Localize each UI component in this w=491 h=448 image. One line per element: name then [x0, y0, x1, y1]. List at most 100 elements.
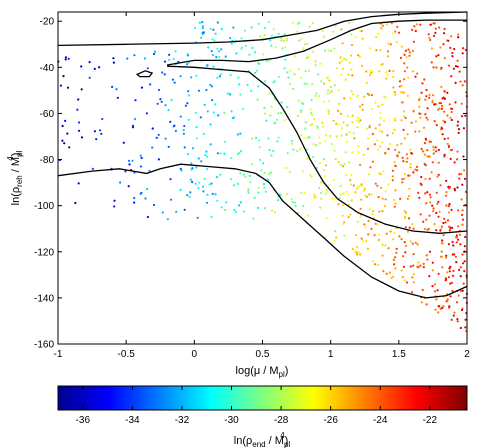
scatter-point [210, 50, 213, 53]
scatter-point [321, 29, 324, 32]
scatter-point [126, 57, 129, 60]
scatter-point [388, 143, 392, 146]
scatter-point [394, 202, 397, 205]
scatter-point [425, 116, 428, 119]
scatter-point [396, 25, 399, 28]
scatter-point [406, 197, 409, 200]
scatter-point [412, 171, 415, 174]
scatter-point [236, 133, 239, 136]
scatter-point [405, 153, 408, 156]
scatter-point [359, 207, 362, 210]
scatter-point [195, 137, 198, 140]
scatter-point [237, 76, 240, 79]
scatter-point [223, 152, 226, 155]
scatter-point [357, 54, 360, 57]
scatter-point [392, 75, 395, 79]
scatter-point [325, 188, 328, 191]
scatter-point [423, 78, 426, 81]
scatter-point [195, 166, 198, 169]
scatter-point [359, 163, 362, 166]
scatter-point [347, 216, 350, 219]
scatter-point [211, 192, 214, 195]
scatter-point [440, 85, 443, 88]
scatter-point [293, 73, 296, 76]
y-tick-label: -20 [40, 17, 55, 28]
scatter-point [370, 94, 373, 97]
scatter-point [277, 136, 280, 139]
scatter-point [270, 44, 273, 47]
scatter-point [184, 104, 187, 107]
scatter-point [362, 153, 365, 156]
scatter-point [337, 203, 340, 206]
scatter-point [426, 191, 429, 194]
scatter-point [367, 137, 370, 140]
scatter-point [329, 91, 332, 94]
scatter-point [240, 150, 243, 153]
scatter-point [304, 121, 307, 124]
scatter-point [239, 132, 242, 135]
scatter-point [371, 70, 374, 73]
y-tick-label: -140 [34, 293, 54, 304]
scatter-point [345, 133, 348, 136]
scatter-point [224, 140, 227, 143]
scatter-point [64, 56, 67, 59]
scatter-point [404, 251, 407, 254]
scatter-point [447, 137, 450, 140]
scatter-point [238, 204, 241, 207]
scatter-point [416, 169, 419, 172]
scatter-point [403, 91, 406, 94]
scatter-point [461, 223, 464, 226]
scatter-point [187, 118, 190, 121]
scatter-point [461, 218, 465, 221]
scatter-point [450, 110, 453, 114]
scatter-point [393, 263, 396, 266]
scatter-point [340, 59, 343, 63]
scatter-point [264, 27, 267, 30]
scatter-point [377, 105, 380, 108]
scatter-point [365, 240, 368, 243]
scatter-point [302, 102, 305, 105]
scatter-point [282, 39, 285, 43]
scatter-point [230, 157, 233, 160]
scatter-point [433, 34, 436, 38]
scatter-point [198, 21, 201, 24]
scatter-point [414, 29, 417, 33]
contour-small-loop [135, 70, 154, 78]
scatter-point [170, 98, 173, 101]
scatter-point [433, 283, 436, 286]
scatter-point [433, 120, 436, 123]
scatter-point [300, 109, 303, 112]
scatter-point [364, 226, 367, 229]
scatter-point [263, 171, 266, 174]
scatter-point [332, 119, 335, 122]
scatter-point [319, 162, 322, 165]
scatter-point [456, 301, 459, 304]
scatter-point [146, 188, 149, 191]
scatter-point [342, 192, 345, 195]
scatter-point [308, 69, 311, 73]
scatter-point [62, 75, 65, 78]
scatter-point [263, 106, 266, 110]
scatter-point [242, 107, 245, 110]
scatter-point [312, 156, 315, 159]
scatter-point [170, 198, 173, 201]
scatter-point [311, 22, 314, 25]
scatter-point [303, 136, 306, 139]
scatter-point [131, 159, 134, 162]
scatter-point [276, 118, 279, 121]
scatter-point [80, 88, 83, 91]
scatter-point [174, 50, 177, 53]
scatter-point [396, 143, 399, 147]
scatter-point [294, 55, 297, 58]
colorbar-tick-label: -24 [373, 415, 388, 426]
scatter-point [452, 314, 455, 317]
scatter-point [359, 184, 362, 187]
scatter-point [363, 95, 366, 98]
scatter-point [112, 61, 115, 64]
scatter-point [333, 198, 336, 201]
scatter-point [368, 173, 371, 176]
scatter-point [360, 198, 363, 201]
y-tick-label: -80 [40, 155, 55, 166]
scatter-point [336, 109, 340, 112]
scatter-point [456, 318, 459, 321]
